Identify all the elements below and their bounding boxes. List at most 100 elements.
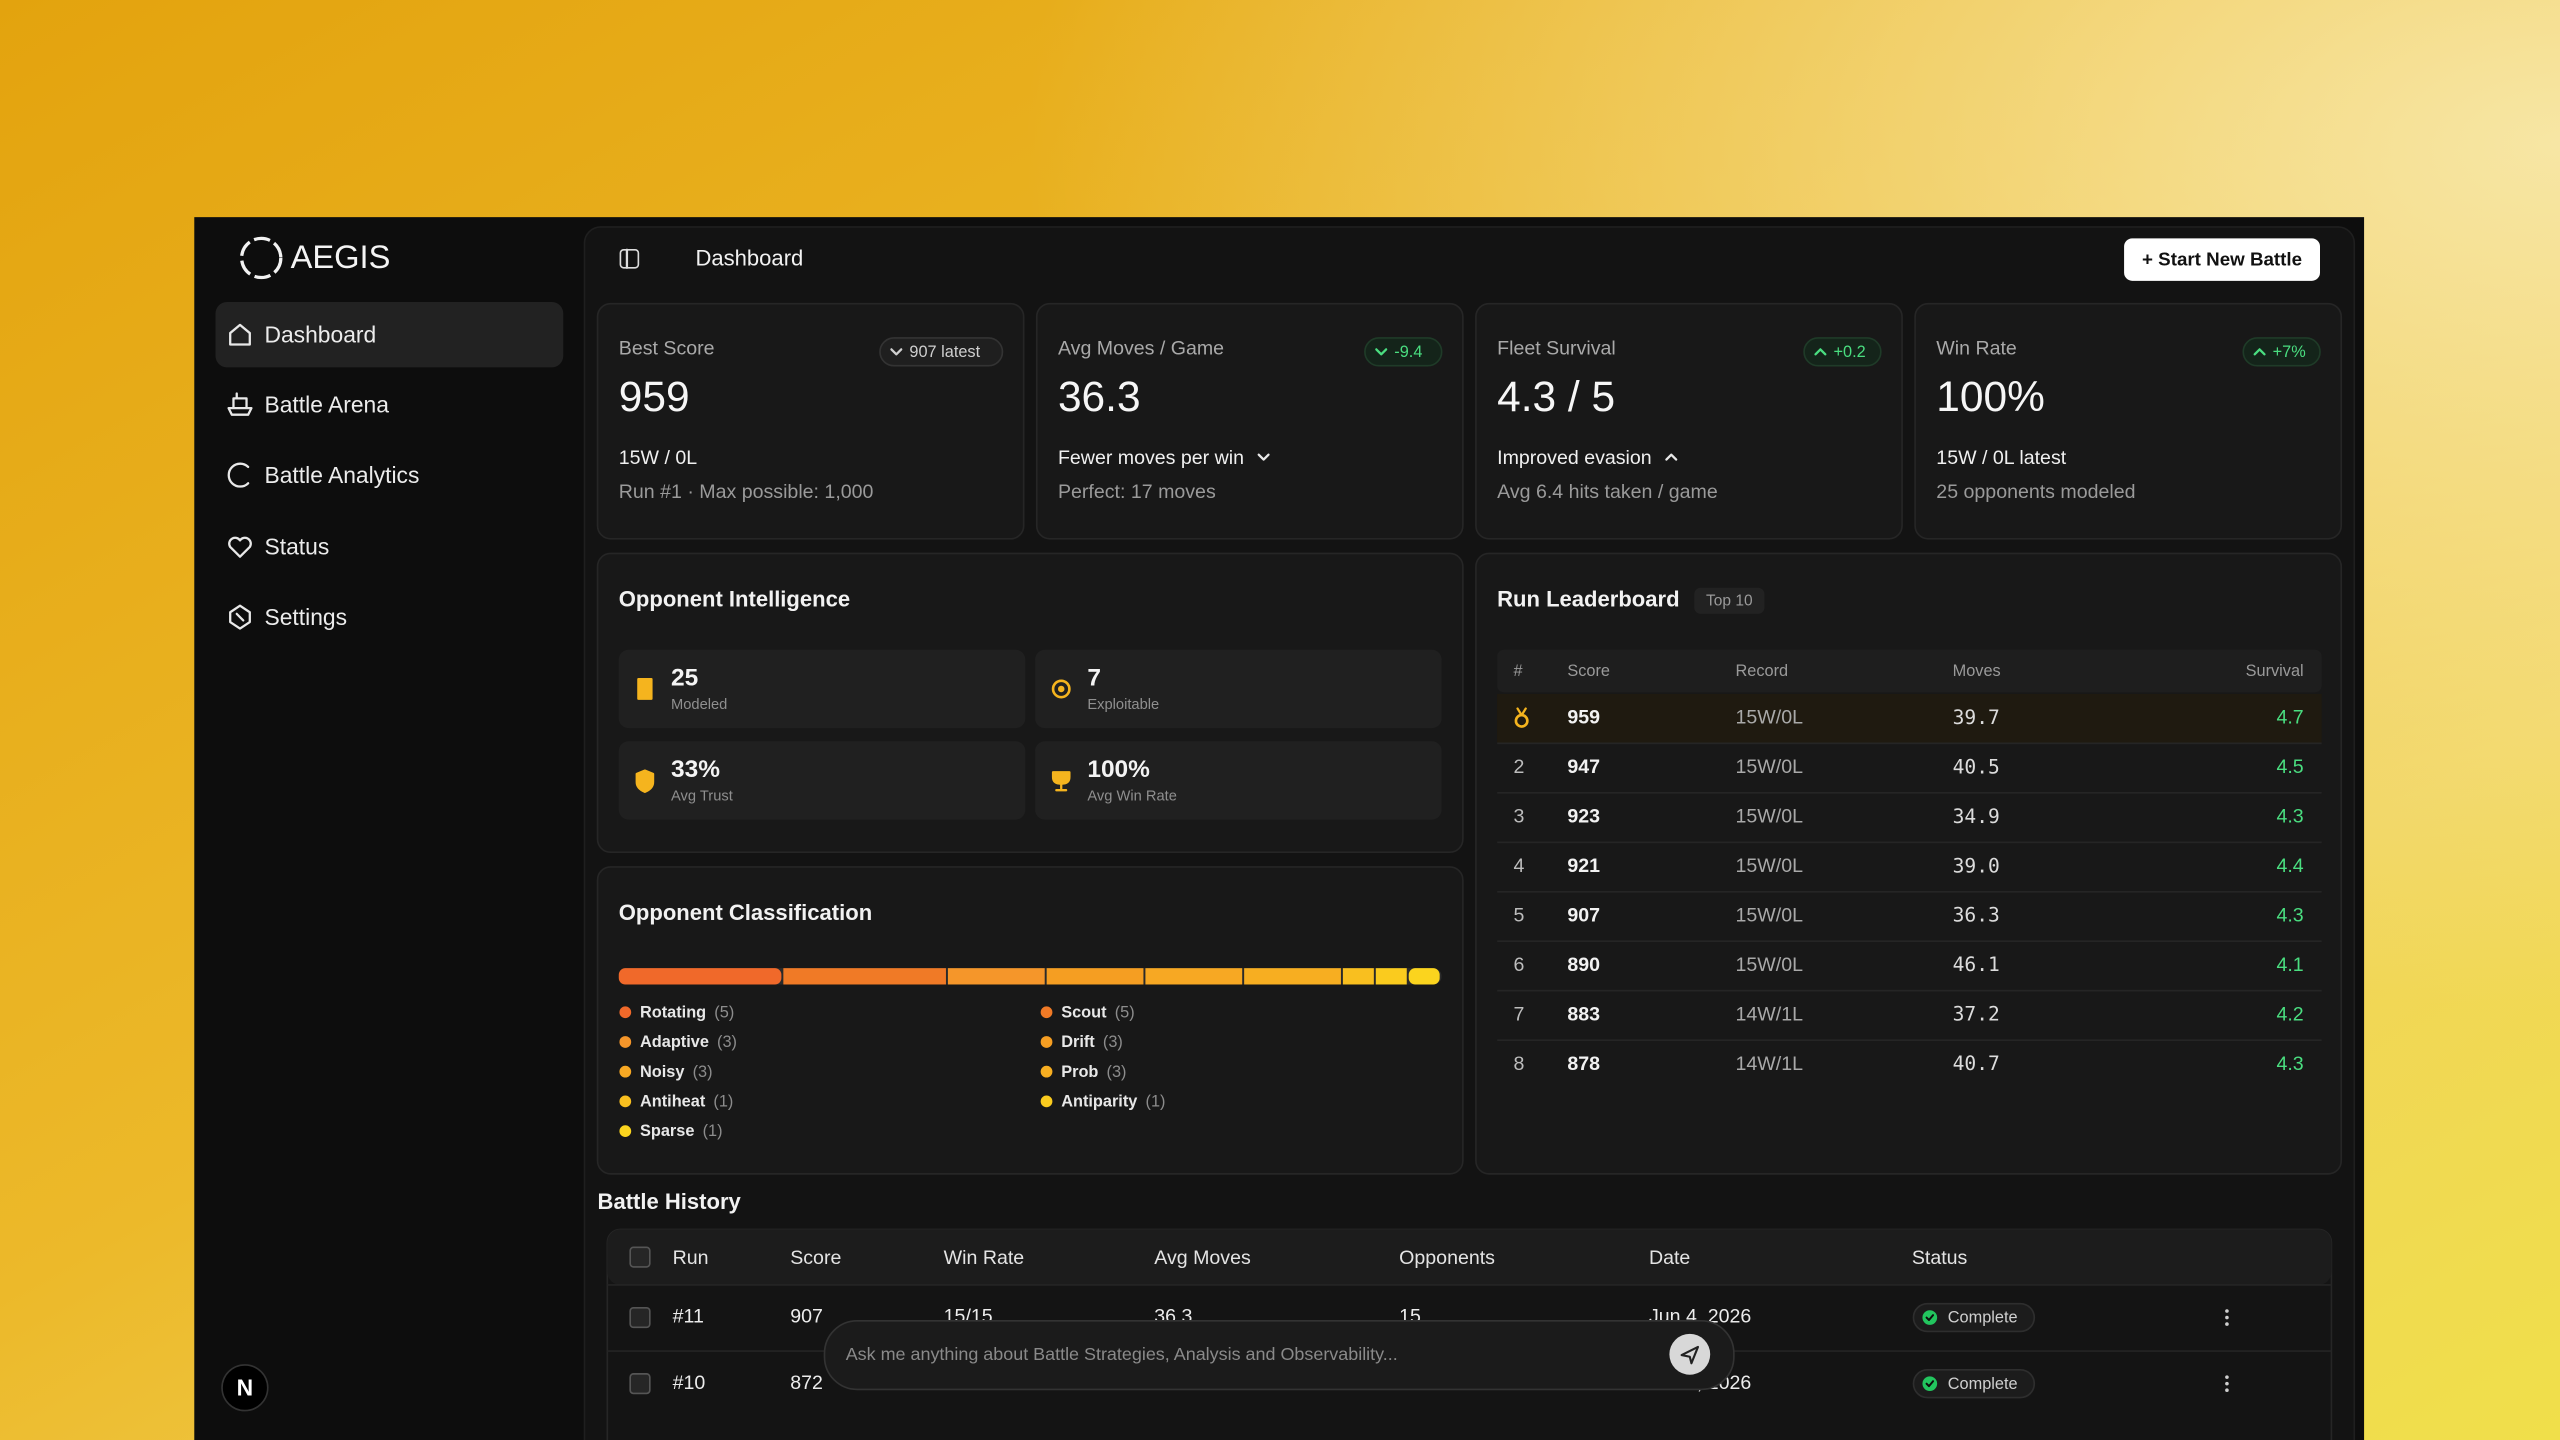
- leaderboard-record: 15W/0L: [1736, 855, 1804, 877]
- history-column: Date: [1649, 1247, 1690, 1269]
- chat-input[interactable]: [823, 1320, 1735, 1391]
- leaderboard-survival: 4.1: [2276, 954, 2303, 976]
- legend-name: Drift: [1061, 1033, 1095, 1051]
- user-avatar[interactable]: [221, 1364, 269, 1412]
- classification-segment: [1342, 968, 1374, 985]
- leaderboard-column: Moves: [1953, 662, 2001, 680]
- row-menu-dot: [2225, 1322, 2229, 1326]
- row-checkbox[interactable]: [629, 1306, 651, 1329]
- legend-dot: [1040, 1036, 1053, 1048]
- classification-segment: [1145, 968, 1243, 985]
- leaderboard-moves: 39.0: [1953, 854, 2000, 877]
- status-check: [1925, 1314, 1935, 1321]
- chevron-down-icon: [1257, 453, 1270, 461]
- intel-value: 33%: [671, 756, 720, 783]
- stat-label: Best Score: [619, 338, 715, 360]
- nav-item: Settings: [264, 604, 347, 630]
- leaderboard-record: 15W/0L: [1736, 756, 1804, 778]
- card-title: Opponent Classification: [619, 900, 872, 925]
- leaderboard-column: Record: [1736, 662, 1789, 680]
- leaderboard-score: 923: [1567, 805, 1600, 827]
- send-button[interactable]: [1669, 1333, 1711, 1375]
- legend-count: (5): [1115, 1003, 1135, 1021]
- stat-label: Fleet Survival: [1497, 338, 1616, 360]
- stat-detail: 15W / 0L latest: [1936, 447, 2066, 469]
- sidebar-toggle[interactable]: [619, 248, 640, 269]
- leaderboard-survival: 4.4: [2276, 855, 2303, 877]
- stat-badge: [1803, 337, 1882, 367]
- nav-icon: [227, 462, 250, 488]
- leaderboard-record: 14W/1L: [1736, 1053, 1804, 1075]
- legend-name: Rotating: [640, 1003, 706, 1021]
- status-pill: [1912, 1302, 2036, 1333]
- leaderboard-rank: 5: [1513, 904, 1524, 926]
- nav-item: Battle Arena: [264, 392, 389, 418]
- intel-icon: [1057, 685, 1065, 693]
- legend-count: (5): [714, 1003, 734, 1021]
- nav-item: Dashboard: [264, 321, 376, 347]
- stat-badge: [1364, 337, 1443, 367]
- legend-dot: [1040, 1065, 1053, 1078]
- history-score: 872: [790, 1372, 823, 1394]
- leaderboard-column: Survival: [2246, 662, 2304, 680]
- classification-segment: [618, 968, 782, 985]
- nav-icon: [229, 604, 251, 630]
- stat-badge-text: -9.4: [1394, 343, 1422, 361]
- legend-dot: [619, 1006, 632, 1019]
- leaderboard-record: 15W/0L: [1736, 954, 1804, 976]
- intel-icon: [1051, 679, 1071, 699]
- row-menu-dot: [2225, 1381, 2229, 1386]
- intel-icon: [1051, 771, 1071, 792]
- user-initial: N: [237, 1374, 254, 1400]
- leaderboard-moves: 36.3: [1953, 904, 2000, 927]
- stat-badge-text: +7%: [2273, 343, 2306, 361]
- leaderboard-column: #: [1513, 662, 1522, 680]
- classification-card: [596, 866, 1464, 1175]
- status-pill: [1912, 1368, 2036, 1399]
- intel-tile: [618, 649, 1026, 729]
- leaderboard-moves: 39.7: [1953, 706, 2000, 729]
- stat-card: [1475, 302, 1903, 540]
- intel-tile: [1035, 649, 1442, 729]
- card-title: Opponent Intelligence: [619, 587, 850, 612]
- stat-detail: Fewer moves per win: [1058, 447, 1244, 469]
- stat-label: Win Rate: [1936, 338, 2017, 360]
- classification-segment: [1046, 968, 1144, 985]
- leaderboard-card: [1475, 552, 2343, 1175]
- logo-icon: [240, 236, 283, 280]
- leaderboard-record: 15W/0L: [1736, 707, 1804, 729]
- chevron-up-icon: [2253, 348, 2266, 356]
- history-header-bg: [607, 1229, 2332, 1285]
- stat-badge: [2242, 337, 2321, 367]
- start-battle-label: + Start New Battle: [2142, 248, 2302, 269]
- header-checkbox[interactable]: [629, 1246, 651, 1268]
- chevron-up-icon: [1665, 453, 1678, 461]
- leaderboard-score: 890: [1567, 954, 1600, 976]
- leaderboard-moves: 37.2: [1953, 1003, 2000, 1026]
- start-battle-button[interactable]: [2124, 238, 2320, 281]
- legend-count: (1): [713, 1093, 733, 1111]
- history-column: Score: [790, 1247, 841, 1269]
- section-title: Battle History: [598, 1189, 742, 1214]
- intel-label: Avg Trust: [671, 789, 733, 805]
- stat-note: Run #1 · Max possible: 1,000: [619, 481, 874, 503]
- leaderboard-badge-text: Top 10: [1706, 593, 1753, 610]
- leaderboard-score: 907: [1567, 904, 1600, 926]
- legend-name: Noisy: [640, 1063, 684, 1081]
- stat-detail: 15W / 0L: [619, 447, 697, 469]
- legend-count: (3): [1107, 1063, 1127, 1081]
- chevron-up-icon: [1814, 348, 1827, 356]
- legend-count: (3): [693, 1063, 713, 1081]
- row-checkbox[interactable]: [629, 1373, 651, 1395]
- card-title: Run Leaderboard: [1497, 587, 1679, 612]
- stat-badge: [879, 337, 1004, 367]
- status-check: [1925, 1380, 1935, 1388]
- leaderboard-score: 883: [1567, 1003, 1600, 1025]
- intel-label: Avg Win Rate: [1087, 789, 1177, 805]
- leaderboard-moves: 34.9: [1953, 805, 2000, 828]
- legend-dot: [619, 1065, 632, 1078]
- classification-segment: [783, 968, 946, 985]
- history-column: Win Rate: [944, 1247, 1025, 1269]
- leaderboard-survival: 4.3: [2276, 1053, 2303, 1075]
- medal-ribbon: [1516, 707, 1527, 717]
